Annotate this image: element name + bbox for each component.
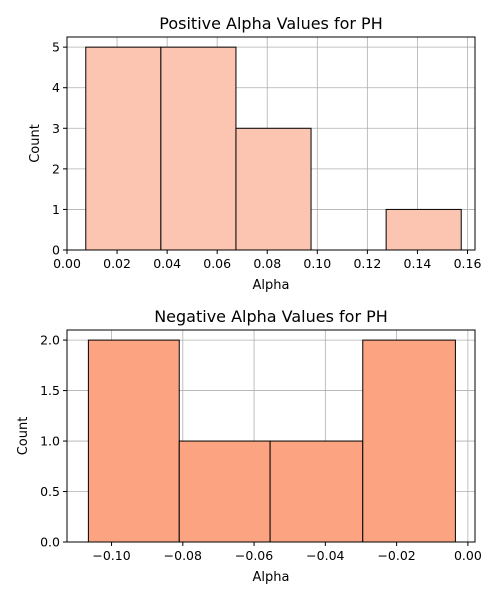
x-tick-label: −0.06	[235, 548, 273, 563]
y-tick-label: 1.5	[40, 383, 60, 398]
y-tick-label: 0.0	[40, 535, 60, 550]
negative-alpha-histogram: −0.10 −0.08 −0.06 −0.04 −0.02 0.00 0.0 0.5 1.0 1.…	[16, 307, 482, 585]
x-tick-label: 0.14	[404, 256, 432, 271]
x-tick-label: 0.06	[203, 256, 231, 271]
x-tick-label: 0.04	[153, 256, 181, 271]
histogram-bar	[269, 440, 364, 543]
histogram-bar	[85, 46, 162, 251]
y-tick-label: 1	[52, 202, 60, 217]
x-tick-label: −0.10	[92, 548, 130, 563]
x-tick-label: 0.00	[454, 548, 482, 563]
histogram-bar	[160, 46, 237, 251]
y-axis-label: Count	[28, 124, 43, 163]
x-tick-label: 0.02	[103, 256, 131, 271]
histogram-bar	[235, 127, 312, 251]
histogram-bar	[87, 339, 180, 543]
x-tick-label: −0.04	[306, 548, 344, 563]
histogram-bar	[362, 339, 456, 543]
y-tick-label: 2	[52, 161, 60, 176]
x-axis-label: Alpha	[253, 278, 290, 293]
y-tick-label: 3	[52, 121, 60, 136]
chart-title: Positive Alpha Values for PH	[159, 14, 382, 33]
y-axis-label: Count	[16, 417, 31, 456]
histogram-bar	[385, 208, 462, 251]
chart-title: Negative Alpha Values for PH	[154, 307, 388, 326]
plot-frame	[66, 329, 476, 543]
x-tick-label: −0.08	[164, 548, 202, 563]
histogram-bar	[178, 440, 271, 543]
positive-alpha-histogram: 0.00 0.02 0.04 0.06 0.08 0.10 0.12 0.14 0.16 0 1 2 3…	[28, 14, 481, 293]
plot-frame	[66, 36, 476, 251]
y-tick-label: 5	[52, 40, 60, 55]
y-tick-label: 0	[52, 243, 60, 258]
y-tick-label: 0.5	[40, 484, 60, 499]
x-tick-label: 0.00	[53, 256, 81, 271]
x-tick-label: 0.16	[454, 256, 482, 271]
x-tick-label: 0.12	[353, 256, 381, 271]
x-axis-label: Alpha	[253, 570, 290, 585]
y-tick-label: 1.0	[40, 434, 60, 449]
x-tick-label: −0.02	[377, 548, 415, 563]
x-tick-label: 0.10	[303, 256, 331, 271]
y-tick-label: 4	[52, 80, 60, 95]
x-tick-label: 0.08	[253, 256, 281, 271]
y-tick-label: 2.0	[40, 333, 60, 348]
